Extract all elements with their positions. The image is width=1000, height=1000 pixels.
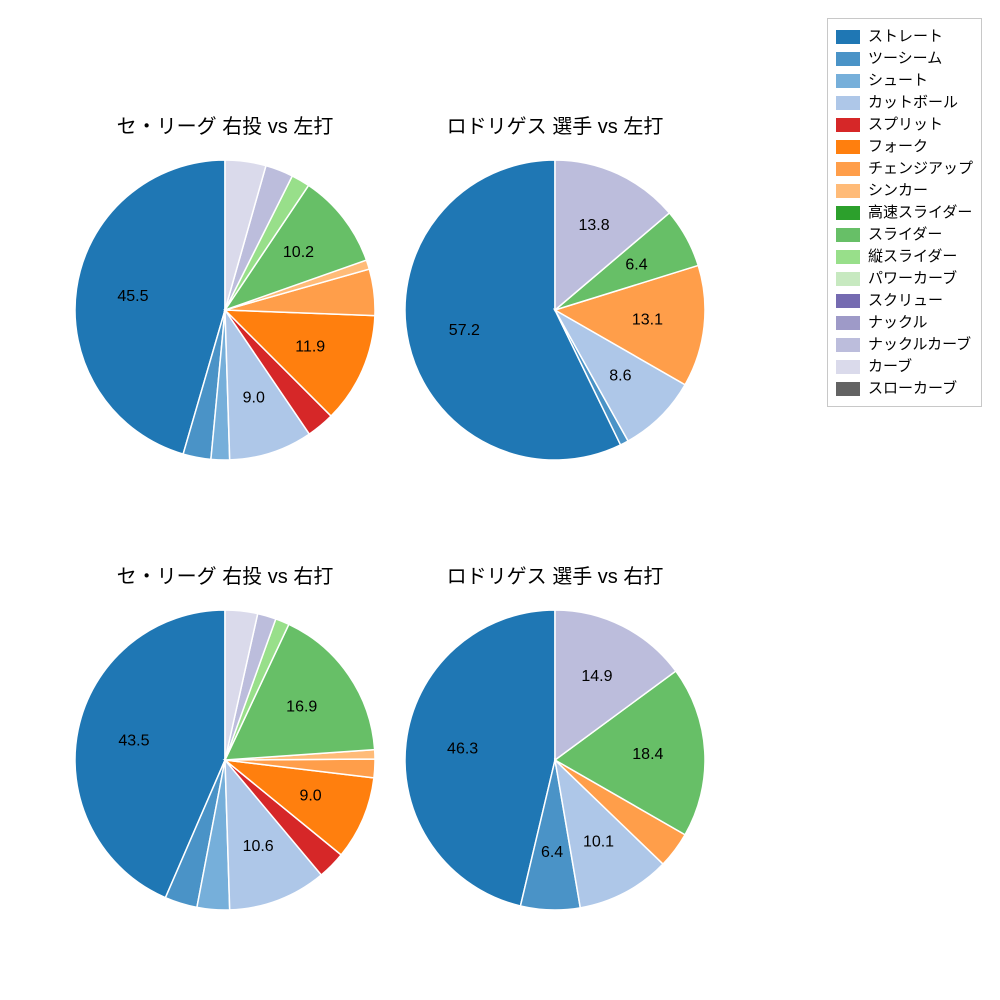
legend-swatch [836,74,860,88]
chart-title: ロドリゲス 選手 vs 右打 [395,560,715,589]
legend-label: カーブ [868,356,912,377]
slice-label: 18.4 [632,746,663,763]
legend-item: ストレート [836,26,973,47]
legend-swatch [836,206,860,220]
legend-swatch [836,360,860,374]
legend-item: カーブ [836,356,973,377]
legend-label: カットボール [868,92,958,113]
legend-label: ナックル [868,312,928,333]
legend-swatch [836,316,860,330]
legend-swatch [836,52,860,66]
legend-swatch [836,382,860,396]
slice-label: 6.4 [625,256,647,273]
legend-swatch [836,140,860,154]
legend-item: チェンジアップ [836,158,973,179]
legend-item: シンカー [836,180,973,201]
legend-item: スローカーブ [836,378,973,399]
pie-chart: 45.5 9.0 11.9 10.2 [75,160,375,460]
legend-item: フォーク [836,136,973,157]
slice-label: 57.2 [449,322,480,339]
chart-title: セ・リーグ 右投 vs 右打 [65,560,385,589]
legend-swatch [836,294,860,308]
legend-label: ツーシーム [868,48,942,69]
legend-label: ストレート [868,26,943,47]
slice-label: 10.6 [243,838,274,855]
legend-label: シンカー [868,180,928,201]
pie-chart: 43.5 10.6 9.0 16.9 [75,610,375,910]
legend-item: パワーカーブ [836,268,973,289]
legend-item: スプリット [836,114,973,135]
legend-item: スクリュー [836,290,973,311]
pie-chart: 57.2 8.6 13.1 6.4 13.8 [405,160,705,460]
chart-title: セ・リーグ 右投 vs 左打 [65,110,385,139]
legend-item: スライダー [836,224,973,245]
legend-item: ツーシーム [836,48,973,69]
slice-label: 6.4 [541,844,563,861]
legend-item: 高速スライダー [836,202,973,223]
slice-label: 10.2 [283,244,314,261]
slice-label: 9.0 [299,788,321,805]
slice-label: 8.6 [609,367,631,384]
legend-label: スクリュー [868,290,943,311]
legend-label: シュート [868,70,928,91]
slice-label: 13.8 [578,217,609,234]
legend-item: 縦スライダー [836,246,973,267]
slice-label: 45.5 [117,288,148,305]
slice-label: 13.1 [632,311,663,328]
legend-swatch [836,162,860,176]
legend-swatch [836,118,860,132]
legend-label: スライダー [868,224,942,245]
chart-title: ロドリゲス 選手 vs 左打 [395,110,715,139]
legend-item: ナックル [836,312,973,333]
legend-item: カットボール [836,92,973,113]
legend-label: 高速スライダー [868,202,972,223]
slice-label: 11.9 [295,338,325,355]
legend-label: スローカーブ [868,378,957,399]
slice-label: 43.5 [118,732,149,749]
legend-item: ナックルカーブ [836,334,973,355]
figure-container: セ・リーグ 右投 vs 左打 45.5 9.0 11.9 10.2 ロドリゲス 選手 vs… [0,0,1000,1000]
legend-label: ナックルカーブ [868,334,971,355]
slice-label: 9.0 [243,390,265,407]
legend-swatch [836,96,860,110]
legend-swatch [836,338,860,352]
legend: ストレートツーシームシュートカットボールスプリットフォークチェンジアップシンカー… [827,18,982,407]
slice-label: 16.9 [286,699,317,716]
legend-swatch [836,228,860,242]
legend-swatch [836,250,860,264]
legend-item: シュート [836,70,973,91]
pie-chart: 46.3 6.4 10.1 18.4 14.9 [405,610,705,910]
legend-swatch [836,272,860,286]
legend-swatch [836,30,860,44]
legend-swatch [836,184,860,198]
legend-label: スプリット [868,114,943,135]
legend-label: フォーク [868,136,928,157]
legend-label: チェンジアップ [868,158,973,179]
slice-label: 14.9 [581,668,612,685]
legend-label: パワーカーブ [868,268,957,289]
slice-label: 10.1 [583,833,614,850]
legend-label: 縦スライダー [868,246,957,267]
slice-label: 46.3 [447,740,478,757]
